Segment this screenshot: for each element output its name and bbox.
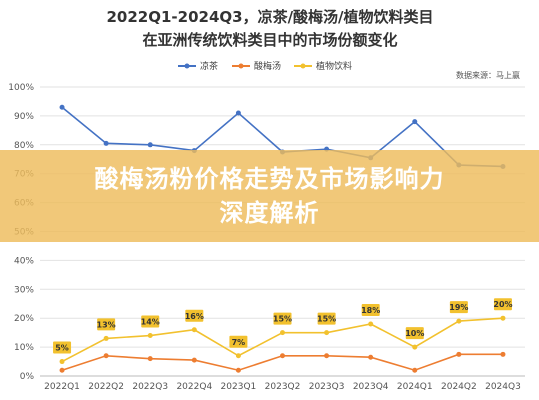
data-point	[368, 354, 374, 360]
x-tick-label: 2023Q4	[353, 382, 389, 392]
x-tick-label: 2022Q1	[44, 382, 80, 392]
data-point	[235, 353, 241, 359]
data-point	[412, 119, 418, 125]
data-labels: 5% 13% 14% 16% 7% 15% 15% 18% 10% 19% 20%	[53, 298, 513, 354]
data-point	[324, 330, 330, 336]
legend-marker	[300, 63, 306, 69]
legend-label: 凉茶	[200, 60, 218, 72]
data-point	[103, 335, 109, 341]
data-label: 14%	[141, 315, 160, 328]
x-tick-label: 2024Q3	[485, 382, 521, 392]
data-point	[368, 321, 374, 327]
data-point	[147, 142, 153, 148]
data-point	[456, 351, 462, 357]
data-point	[59, 367, 65, 373]
data-label: 19%	[449, 301, 468, 314]
x-tick-label: 2023Q1	[221, 382, 257, 392]
chart-title-line1: 2022Q1-2024Q3，凉茶/酸梅汤/植物饮料类目	[106, 8, 433, 26]
data-label: 16%	[185, 309, 204, 322]
data-label-text: 5%	[55, 344, 69, 353]
legend: 凉茶 酸梅汤 植物饮料	[178, 60, 352, 72]
data-label: 7%	[229, 335, 248, 348]
y-tick-label: 90%	[14, 112, 34, 122]
data-label: 20%	[493, 298, 513, 311]
x-tick-label: 2022Q2	[88, 382, 124, 392]
data-point	[103, 140, 109, 146]
legend-entry: 酸梅汤	[232, 60, 281, 72]
data-point	[500, 351, 506, 357]
data-point	[412, 344, 418, 350]
legend-entry: 植物饮料	[294, 60, 352, 72]
data-point	[191, 357, 197, 363]
data-label-box	[273, 312, 292, 325]
data-point	[280, 330, 285, 336]
data-point	[324, 353, 330, 359]
chart-title-line2: 在亚洲传统饮料类目中的市场份额变化	[142, 31, 397, 49]
x-tick-label: 2022Q4	[176, 382, 212, 392]
data-point	[103, 353, 109, 359]
title-banner: 酸梅汤粉价格走势及市场影响力深度解析	[0, 150, 539, 242]
data-point	[147, 333, 153, 339]
data-label-text: 20%	[493, 300, 512, 309]
y-tick-label: 40%	[14, 256, 34, 266]
y-tick-label: 0%	[20, 372, 35, 382]
y-tick-label: 30%	[14, 285, 34, 295]
x-tick-label: 2024Q1	[397, 382, 433, 392]
data-label-box	[185, 309, 204, 322]
data-point	[280, 353, 285, 359]
data-label: 10%	[405, 327, 424, 340]
data-label: 5%	[53, 341, 72, 354]
data-label-text: 15%	[273, 315, 292, 324]
data-point	[235, 367, 241, 373]
data-label-box	[97, 318, 116, 331]
data-point	[59, 359, 65, 365]
x-axis: 2022Q1 2022Q2 2022Q3 2022Q4 2023Q1 2023Q2 2023…	[44, 382, 521, 392]
data-point	[147, 356, 153, 362]
data-label-text: 13%	[97, 320, 116, 329]
data-point	[235, 110, 241, 116]
x-tick-label: 2022Q3	[132, 382, 168, 392]
legend-entry: 凉茶	[178, 60, 218, 72]
y-tick-label: 80%	[14, 141, 34, 151]
data-label-box	[229, 335, 248, 348]
x-tick-label: 2023Q3	[309, 382, 345, 392]
data-label-text: 10%	[405, 329, 424, 338]
data-point	[456, 318, 462, 324]
data-point	[412, 367, 418, 373]
data-label-box	[141, 315, 160, 328]
legend-marker	[184, 63, 190, 69]
legend-marker	[238, 63, 244, 69]
data-label-text: 18%	[361, 306, 380, 315]
data-point	[191, 327, 197, 333]
data-label-box	[449, 301, 468, 314]
x-tick-label: 2023Q2	[265, 382, 301, 392]
data-label-text: 16%	[185, 312, 204, 321]
data-label: 15%	[317, 312, 336, 325]
data-label-box	[405, 327, 424, 340]
data-label-box	[493, 298, 512, 311]
y-tick-label: 10%	[14, 343, 34, 353]
banner-title: 酸梅汤粉价格走势及市场影响力深度解析	[94, 165, 445, 227]
legend-label: 植物饮料	[316, 60, 352, 72]
data-label-text: 15%	[317, 315, 336, 324]
data-label-box	[361, 303, 380, 316]
data-source: 数据来源：马上赢	[456, 70, 520, 80]
y-tick-label: 20%	[14, 314, 34, 324]
data-label: 15%	[273, 312, 292, 325]
data-label-text: 14%	[141, 318, 160, 327]
data-label-box	[317, 312, 336, 325]
data-point	[500, 315, 506, 321]
x-tick-label: 2024Q2	[441, 382, 477, 392]
data-label-text: 19%	[449, 303, 468, 312]
data-label-box	[53, 341, 72, 354]
y-tick-label: 100%	[8, 83, 34, 93]
legend-label: 酸梅汤	[254, 60, 281, 72]
data-label: 18%	[361, 303, 380, 316]
data-label: 13%	[97, 318, 116, 331]
data-label-text: 7%	[232, 338, 246, 347]
data-point	[59, 104, 65, 110]
